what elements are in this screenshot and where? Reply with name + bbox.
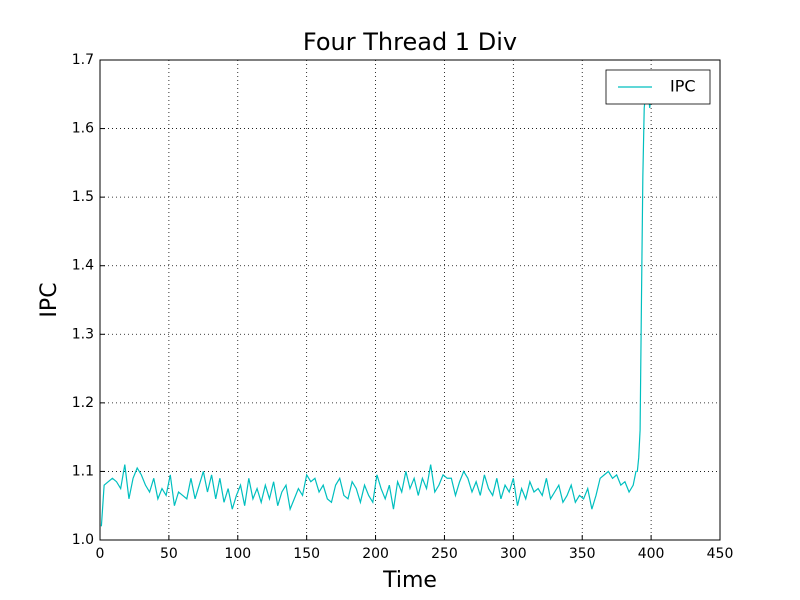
x-tick-label: 350	[569, 546, 596, 562]
y-tick-label: 1.2	[72, 395, 94, 411]
x-tick-label: 0	[96, 546, 105, 562]
y-tick-label: 1.3	[72, 326, 94, 342]
x-tick-label: 200	[362, 546, 389, 562]
x-tick-label: 450	[707, 546, 734, 562]
x-axis-label: Time	[382, 568, 437, 593]
x-tick-label: 250	[431, 546, 458, 562]
line	[100, 94, 652, 527]
legend-label: IPC	[670, 77, 696, 96]
chart-title: Four Thread 1 Div	[303, 28, 517, 56]
x-tick-label: 300	[500, 546, 527, 562]
y-tick-label: 1.1	[72, 463, 94, 479]
x-tick-label: 100	[224, 546, 251, 562]
plot-frame	[99, 59, 721, 541]
y-tick-label: 1.5	[72, 189, 94, 205]
y-tick-label: 1.7	[72, 52, 94, 68]
y-axis-label: IPC	[37, 282, 62, 317]
y-tick-label: 1.6	[72, 121, 94, 137]
x-tick-label: 150	[293, 546, 320, 562]
y-tick-label: 1.4	[72, 258, 94, 274]
x-tick-label: 50	[160, 546, 178, 562]
x-tick-label: 400	[638, 546, 665, 562]
y-tick-label: 1.0	[72, 532, 94, 548]
